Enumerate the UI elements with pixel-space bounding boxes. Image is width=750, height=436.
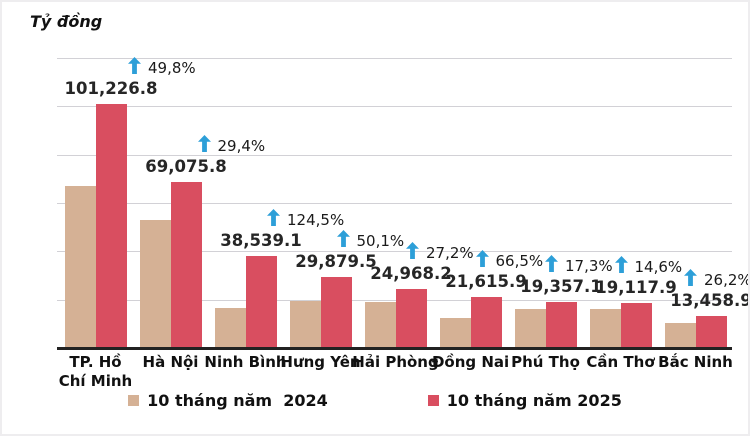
growth-label: 29,4% (217, 137, 266, 156)
value-label-2025: 24,968.2 (370, 263, 452, 283)
bar-2025 (620, 302, 652, 349)
value-label-2025: 13,458.9 (670, 291, 750, 311)
legend-item-2024: 10 tháng năm 2024 (128, 391, 328, 410)
y-axis-unit-label: Tỷ đồng (30, 12, 103, 31)
bar-2024 (589, 308, 621, 349)
bar-2024 (289, 300, 321, 349)
legend-item-2025: 10 tháng năm 2025 (427, 391, 622, 410)
growth-arrow-up-icon (684, 269, 697, 287)
value-label-2025: 19,357.1 (520, 277, 602, 297)
bar-2025 (545, 302, 577, 349)
growth-annotation: 50,1% (336, 229, 405, 250)
bar-2024 (439, 317, 471, 349)
x-axis-label: Đồng Nai (431, 353, 510, 371)
bar-2025 (320, 276, 352, 349)
growth-annotation: 17,3% (545, 255, 613, 275)
gridline (57, 299, 732, 301)
growth-arrow-up-icon (475, 249, 489, 267)
x-axis-label: Phú Thọ (511, 353, 580, 371)
growth-arrow-up-icon (545, 255, 558, 273)
bar-2024 (664, 323, 696, 349)
growth-annotation: 49,8% (128, 57, 196, 77)
legend: 10 tháng năm 2024 10 tháng năm 2025 (2, 391, 748, 410)
legend-label-2025: 10 tháng năm 2025 (446, 391, 622, 410)
gridline (57, 58, 732, 60)
legend-marker-2024 (128, 395, 140, 406)
x-axis-label: Hải Phòng (352, 353, 439, 371)
x-axis-line (57, 347, 732, 350)
gridline (57, 203, 732, 205)
growth-label: 27,2% (426, 243, 474, 262)
legend-label-2024: 10 tháng năm 2024 (147, 391, 328, 410)
gridline (57, 106, 732, 108)
growth-arrow-up-icon (336, 229, 350, 247)
growth-label: 49,8% (148, 59, 196, 78)
value-label-2025: 29,879.5 (295, 251, 377, 271)
growth-label: 14,6% (634, 257, 683, 276)
growth-annotation: 27,2% (406, 241, 474, 262)
x-axis-label: Ninh Bình (204, 353, 287, 371)
value-label-2025: 101,226.8 (64, 79, 158, 99)
bar-2024 (64, 185, 96, 349)
x-axis-label: Hà Nội (142, 353, 199, 371)
bar-2025 (470, 296, 502, 349)
gridline (57, 251, 732, 253)
value-label-2025: 38,539.1 (220, 230, 302, 250)
growth-label: 17,3% (565, 257, 613, 276)
growth-arrow-up-icon (267, 208, 280, 226)
growth-arrow-up-icon (128, 57, 141, 75)
growth-label: 124,5% (287, 210, 345, 229)
growth-label: 50,1% (356, 231, 405, 250)
growth-annotation: 66,5% (475, 249, 544, 270)
bar-2024 (364, 301, 396, 349)
value-label-2025: 19,117.9 (595, 277, 677, 297)
growth-annotation: 124,5% (267, 208, 345, 229)
growth-arrow-up-icon (197, 135, 211, 153)
growth-annotation: 26,2% (684, 269, 750, 290)
growth-arrow-up-icon (614, 255, 628, 273)
x-axis-label: Bắc Ninh (658, 353, 733, 371)
growth-label: 26,2% (704, 271, 750, 290)
x-axis-label: Cần Thơ (586, 353, 655, 371)
bar-2025 (170, 182, 202, 349)
bar-2025 (395, 288, 427, 349)
bar-2025 (245, 255, 277, 349)
bar-2025 (695, 316, 727, 349)
x-axis-label: Hưng Yên (280, 353, 361, 371)
value-label-2025: 21,615.9 (445, 271, 527, 291)
value-label-2025: 69,075.8 (145, 157, 227, 177)
x-axis-label: TP. Hồ Chí Minh (58, 353, 133, 390)
bar-2024 (139, 220, 171, 349)
growth-label: 66,5% (495, 251, 544, 270)
gridline (57, 154, 732, 156)
plot-area: 101,226.8 49,8% TP. Hồ Chí Minh 69,075.8 29,… (57, 47, 748, 390)
bar-2025 (95, 104, 127, 349)
bar-2024 (214, 307, 246, 349)
bar-2024 (514, 309, 546, 349)
growth-arrow-up-icon (406, 241, 419, 259)
growth-annotation: 29,4% (197, 135, 266, 156)
legend-marker-2025 (427, 395, 439, 406)
growth-annotation: 14,6% (614, 255, 683, 276)
